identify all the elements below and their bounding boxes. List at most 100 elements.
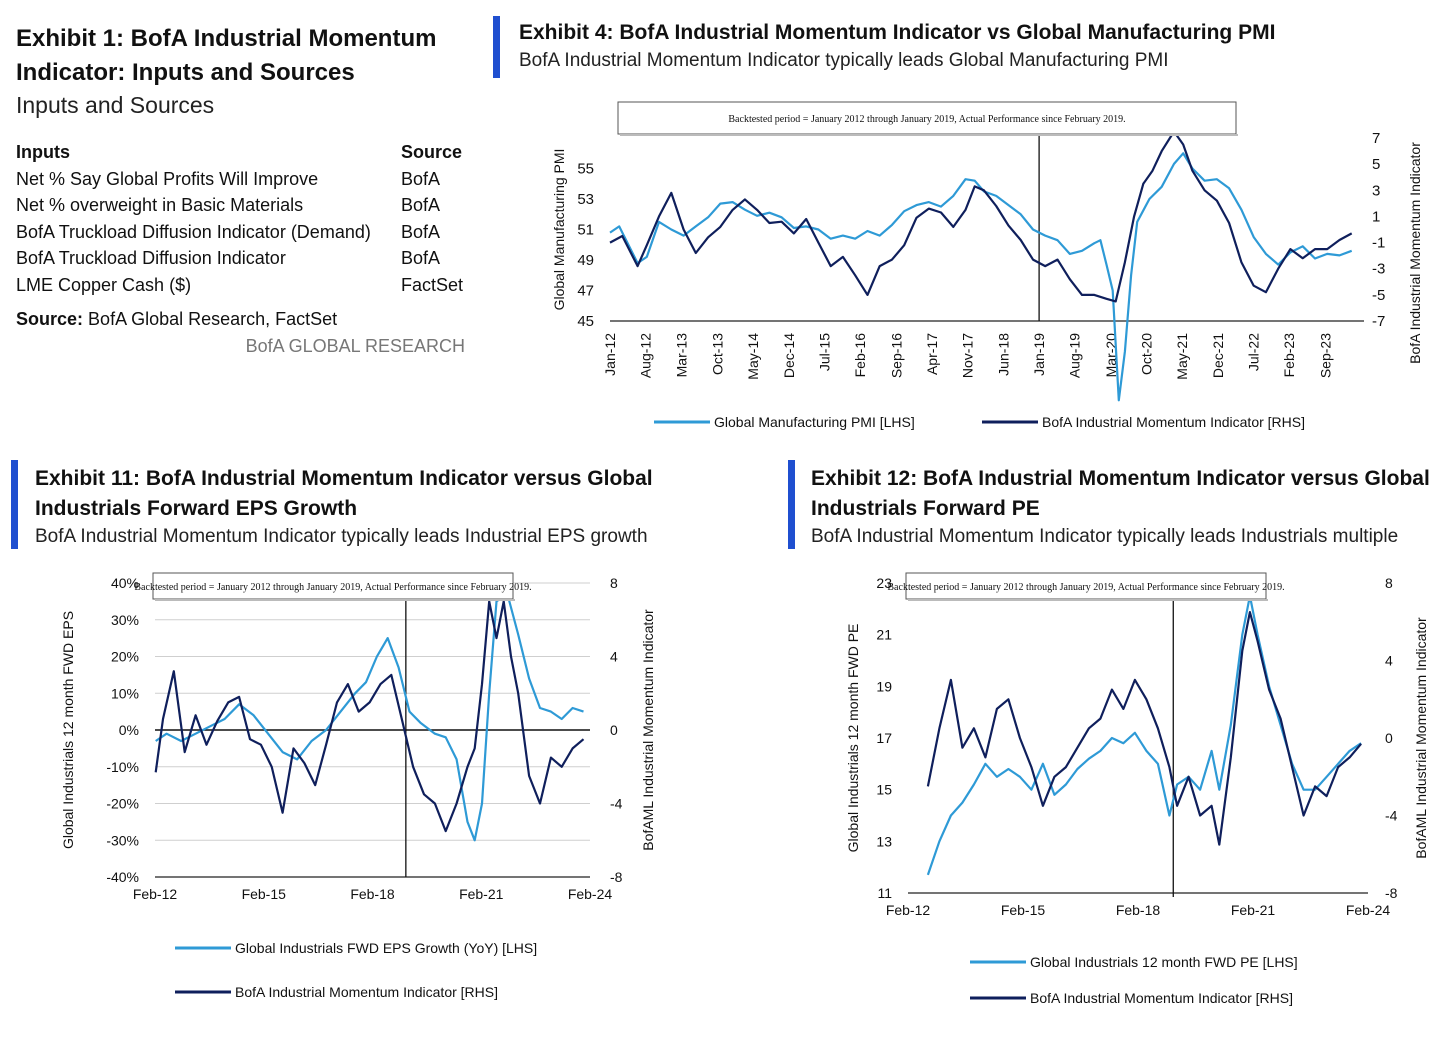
- exhibit11-accent-bar: [11, 460, 18, 549]
- x-tick-label: Mar-13: [674, 333, 690, 378]
- x-tick-label: Sep-23: [1317, 333, 1333, 378]
- y-right-axis-title: BofAML Industrial Momentum Indicator: [640, 609, 656, 851]
- source-cell: FactSet: [401, 274, 464, 295]
- y-left-tick-label: -10%: [106, 759, 139, 775]
- y-left-tick-label: 13: [876, 833, 892, 849]
- y-right-tick-label: -3: [1372, 261, 1385, 278]
- x-tick-label: Oct-20: [1138, 333, 1154, 375]
- x-tick-label: Feb-16: [852, 333, 868, 378]
- x-tick-label: Feb-23: [1281, 333, 1297, 378]
- source-cell: BofA: [401, 248, 441, 269]
- series-line-light: [155, 592, 584, 842]
- x-tick-label: Nov-17: [959, 333, 975, 378]
- annotation-text: Backtested period = January 2012 through…: [887, 582, 1284, 593]
- annotation-shadow: [155, 599, 515, 601]
- y-left-axis-title: Global Manufacturing PMI: [551, 149, 567, 311]
- y-right-tick-label: 8: [1385, 575, 1393, 591]
- exhibit1-subtitle: Inputs and Sources: [16, 92, 215, 118]
- y-right-tick-label: 5: [1372, 156, 1380, 173]
- exhibit12-header: Exhibit 12: BofA Industrial Momentum Ind…: [811, 464, 1430, 550]
- y-right-axis-title: BofAML Industrial Momentum Indicator: [1413, 617, 1429, 859]
- legend-label: Global Manufacturing PMI [LHS]: [714, 414, 915, 430]
- x-tick-label: Aug-19: [1067, 333, 1083, 378]
- x-tick-label: Sep-16: [888, 333, 904, 378]
- x-tick-label: Feb-15: [242, 886, 287, 902]
- annotation-box: [152, 572, 514, 600]
- input-cell: Net % Say Global Profits Will Improve: [16, 168, 319, 189]
- annotation-box: [617, 101, 1237, 135]
- input-cell: BofA Truckload Diffusion Indicator: [16, 248, 286, 269]
- x-tick-label: Feb-21: [1231, 902, 1276, 918]
- x-tick-label: Apr-17: [924, 333, 940, 375]
- exhibit11-title-line1: Exhibit 11: BofA Industrial Momentum Ind…: [35, 467, 653, 490]
- x-tick-label: Jan-19: [1031, 333, 1047, 376]
- exhibit1-title: Exhibit 1: BofA Industrial Momentum Indi…: [16, 25, 437, 86]
- y-right-tick-label: -5: [1372, 287, 1385, 304]
- source-label: Source:: [16, 308, 84, 329]
- exhibit12-accent-bar: [788, 460, 795, 549]
- y-right-tick-label: -4: [610, 796, 623, 812]
- table-row: LME Copper Cash ($) FactSet: [16, 272, 468, 299]
- y-right-tick-label: 7: [1372, 130, 1380, 147]
- annotation-text: Backtested period = January 2012 through…: [728, 114, 1125, 125]
- y-right-tick-label: 0: [1385, 730, 1393, 746]
- x-tick-label: Jun-18: [996, 333, 1012, 376]
- source-cell: BofA: [401, 221, 441, 242]
- x-tick-label: Feb-21: [459, 886, 504, 902]
- y-left-tick-label: 23: [876, 575, 892, 591]
- x-tick-label: Feb-24: [568, 886, 613, 902]
- source-text: BofA Global Research, FactSet: [88, 308, 338, 329]
- inputs-table-header: Inputs Source: [16, 138, 468, 166]
- y-left-tick-label: 30%: [111, 612, 139, 628]
- x-tick-label: Jul-15: [817, 333, 833, 371]
- exhibit11-subtitle: BofA Industrial Momentum Indicator typic…: [35, 526, 648, 547]
- y-left-tick-label: 49: [577, 252, 594, 269]
- y-left-tick-label: -40%: [106, 869, 139, 885]
- y-left-tick-label: 17: [876, 730, 892, 746]
- y-left-tick-label: 11: [877, 885, 892, 901]
- legend-label: BofA Industrial Momentum Indicator [RHS]: [1030, 990, 1293, 1006]
- x-tick-label: Feb-12: [133, 886, 178, 902]
- source-cell: BofA: [401, 195, 441, 216]
- source-note: Source: BofA Global Research, FactSet: [16, 309, 471, 330]
- exhibit4-accent-bar: [493, 16, 500, 78]
- x-tick-label: May-21: [1174, 333, 1190, 380]
- x-tick-label: Dec-21: [1210, 333, 1226, 378]
- annotation-shadow: [908, 599, 1268, 601]
- y-right-tick-label: 4: [610, 649, 618, 665]
- y-right-tick-label: 8: [610, 575, 618, 591]
- inputs-table: Inputs Source Net % Say Global Profits W…: [16, 138, 468, 299]
- x-tick-label: Feb-12: [886, 902, 931, 918]
- y-left-tick-label: 19: [876, 678, 892, 694]
- input-cell: BofA Truckload Diffusion Indicator (Dema…: [16, 221, 371, 242]
- x-tick-label: Aug-12: [638, 333, 654, 378]
- y-left-tick-label: 45: [577, 313, 594, 330]
- table-row: BofA Truckload Diffusion Indicator (Dema…: [16, 219, 468, 246]
- input-cell: Net % overweight in Basic Materials: [16, 195, 304, 216]
- x-tick-label: Jan-12: [602, 333, 618, 376]
- source-cell: BofA: [401, 168, 441, 189]
- exhibit11-title-line2: Industrials Forward EPS Growth: [35, 497, 358, 520]
- annotation-shadow: [620, 134, 1238, 136]
- brand-mark: BofA GLOBAL RESEARCH: [245, 335, 465, 356]
- y-left-axis-title: Global Industrials 12 month FWD PE: [845, 624, 861, 853]
- y-right-axis-title: BofA Industrial Momentum Indicator: [1407, 142, 1423, 364]
- exhibit4-title: Exhibit 4: BofA Industrial Momentum Indi…: [519, 21, 1276, 44]
- y-left-tick-label: 47: [577, 283, 594, 300]
- x-tick-label: Feb-15: [1001, 902, 1046, 918]
- x-tick-label: Dec-14: [781, 333, 797, 378]
- y-left-tick-label: 55: [577, 161, 594, 178]
- y-right-tick-label: 0: [610, 722, 618, 738]
- y-left-tick-label: 51: [577, 222, 594, 239]
- x-tick-label: Jul-22: [1246, 333, 1262, 371]
- y-left-tick-label: -20%: [106, 796, 139, 812]
- series-line-dark: [154, 600, 585, 833]
- table-row: BofA Truckload Diffusion Indicator BofA: [16, 246, 468, 273]
- y-left-axis-title: Global Industrials 12 month FWD EPS: [60, 611, 76, 849]
- table-row: Net % overweight in Basic Materials BofA: [16, 193, 468, 220]
- y-right-tick-label: -7: [1372, 313, 1385, 330]
- inputs-header: Inputs: [16, 141, 70, 162]
- annotation-text: Backtested period = January 2012 through…: [134, 582, 531, 593]
- y-left-tick-label: 53: [577, 191, 594, 208]
- y-right-tick-label: 1: [1372, 208, 1380, 225]
